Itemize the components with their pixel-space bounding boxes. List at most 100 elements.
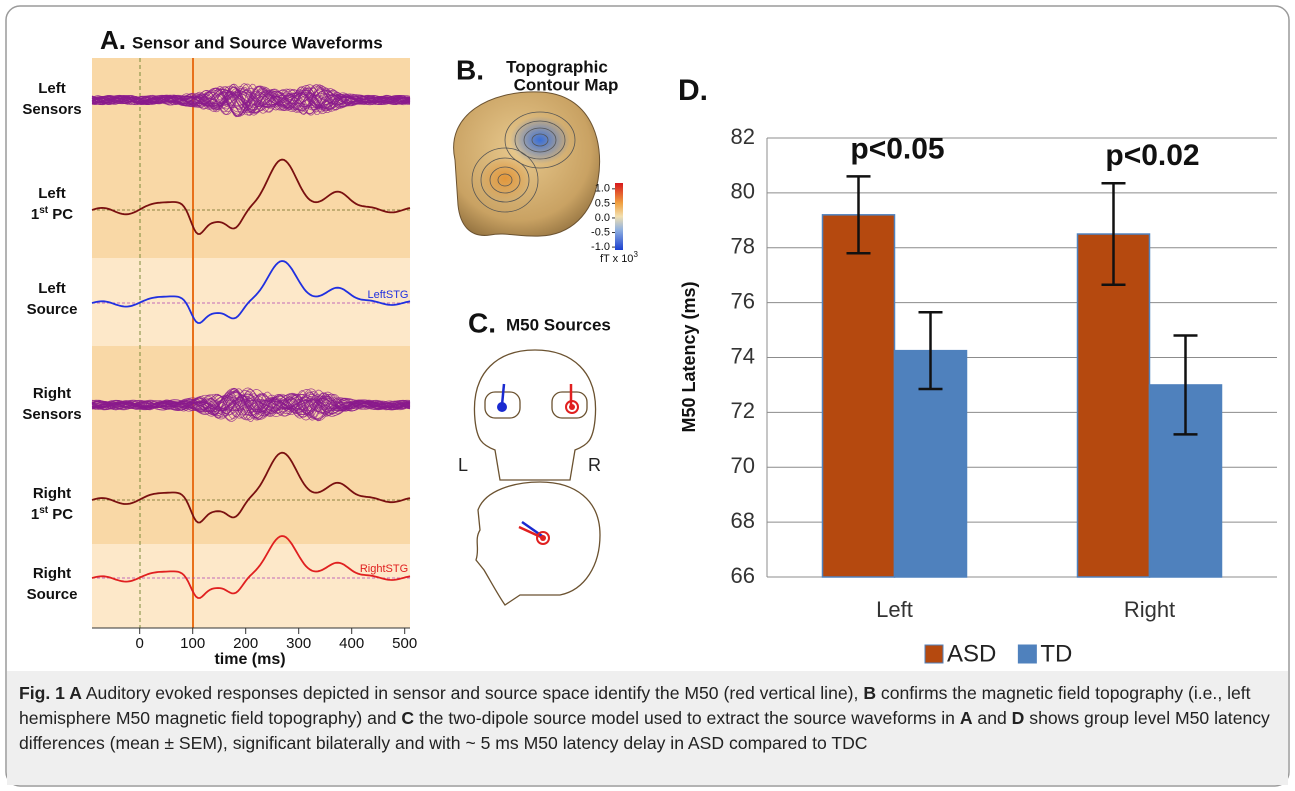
trace-label: LeftSTG [368,289,409,301]
colorbar-tick-label: -0.5 [591,226,610,238]
left-label: L [458,455,468,475]
field-maximum [479,156,531,200]
error-bar [918,310,943,391]
panel-a: A. Sensor and Source Waveforms time (ms)… [22,25,417,668]
caption: Fig. 1 A Auditory evoked responses depic… [7,671,1288,785]
x-axis-label: time (ms) [214,651,285,668]
row-label-sup: st [39,205,49,216]
x-tick-label: 0 [136,635,144,652]
dipole [521,520,546,540]
sensor-trace [91,394,411,415]
error-bar [1101,182,1126,287]
row-label: Right [33,565,71,582]
y-tick-label: 82 [731,124,755,149]
sensor-trace [91,93,411,107]
panel-d: D. M50 Latency (ms) 66 68 70 72 74 76 78 80 82 Le… [678,74,1277,667]
dipole [518,525,544,540]
row-label: Sensors [22,406,81,423]
caption-text: shows group level M50 latency difference… [19,708,1270,753]
waveform [91,158,411,235]
colorbar-tick-label: 0.5 [595,197,610,209]
y-tick-label: 70 [731,453,755,478]
dipole-source [536,531,550,545]
row-label: Right [33,485,71,502]
colorbar-tick-label: 0.0 [595,212,610,224]
unit: fT x 10 [600,253,633,265]
row-label: 1st PC [31,505,73,523]
row-label-main: 1 [31,506,39,523]
sensor-trace [91,92,411,108]
row-label: Source [27,301,78,318]
legend-label: TD [1040,640,1072,667]
sensor-trace [91,88,411,113]
y-tick-label: 66 [731,563,755,588]
caption-text: the two-dipole source model used to extr… [414,708,960,728]
panel-label: B. [456,54,484,85]
row-label-main: Source [27,301,78,318]
right-label: R [588,455,601,475]
y-axis-label: M50 Latency (ms) [679,281,699,432]
panel-title: Topographic [506,57,608,76]
head-surface [453,91,601,237]
y-tick-label: 72 [731,398,755,423]
error-bar [1173,334,1198,436]
row-background [92,346,410,544]
legend-swatch [1017,644,1037,664]
row-label: Left [38,80,66,97]
x-tick-label: Left [876,597,913,622]
row-label: Right [33,385,71,402]
trace-label: RightSTG [360,563,408,575]
contours [471,111,576,213]
sensor-trace [91,394,411,417]
row-label-suffix: PC [48,206,73,223]
sensor-trace [91,390,411,420]
annotation: p<0.05 [850,132,944,165]
panel-b: B. Topographic Contour Map fT x 103 1.0 0… [453,54,638,265]
y-tick-label: 80 [731,179,755,204]
y-tick-label: 78 [731,234,755,259]
row-label-suffix: PC [48,506,73,523]
dipole [500,383,506,406]
panel-c: C. M50 Sources L R [458,307,611,606]
dipole-source [565,400,579,414]
caption-ref: D [1011,708,1025,728]
waveform [91,535,411,599]
colorbar-unit: fT x 103 [600,250,638,265]
row-label: Left [38,280,66,297]
row-label-main: Sensors [22,101,81,118]
y-tick-label: 74 [731,343,755,368]
waveform [91,260,411,324]
annotation: p<0.02 [1105,139,1199,172]
error-bar [846,175,871,255]
x-tick-label: 500 [392,635,417,652]
sensor-trace [91,83,411,118]
y-tick-label: 68 [731,508,755,533]
panel-title: Sensor and Source Waveforms [132,33,383,52]
caption-ref: A [959,708,973,728]
sensor-trace [91,391,411,418]
y-tick-label: 76 [731,288,755,313]
dipole-source [569,404,575,410]
sensor-trace [91,89,411,113]
x-tick-label: 200 [233,635,258,652]
waveform [91,451,411,524]
legend-label: ASD [947,640,996,667]
sensor-trace [92,399,411,410]
caption-ref: B [863,683,877,703]
sensor-trace [91,388,411,421]
dipole-source [497,402,507,412]
panel-label: D. [678,74,708,107]
row-label-main: 1 [31,206,39,223]
colorbar-tick-label: -1.0 [591,241,610,253]
caption-text: Auditory evoked responses depicted in se… [81,683,864,703]
x-tick-label: Right [1124,597,1175,622]
row-label: Sensors [22,101,81,118]
colorbar-tick-label: 1.0 [595,183,610,195]
caption-ref: C [401,708,415,728]
row-background [92,544,410,628]
row-label-main: Sensors [22,406,81,423]
sensor-trace [91,393,411,418]
field-minimum [510,116,570,164]
caption-ref: A [64,683,82,703]
